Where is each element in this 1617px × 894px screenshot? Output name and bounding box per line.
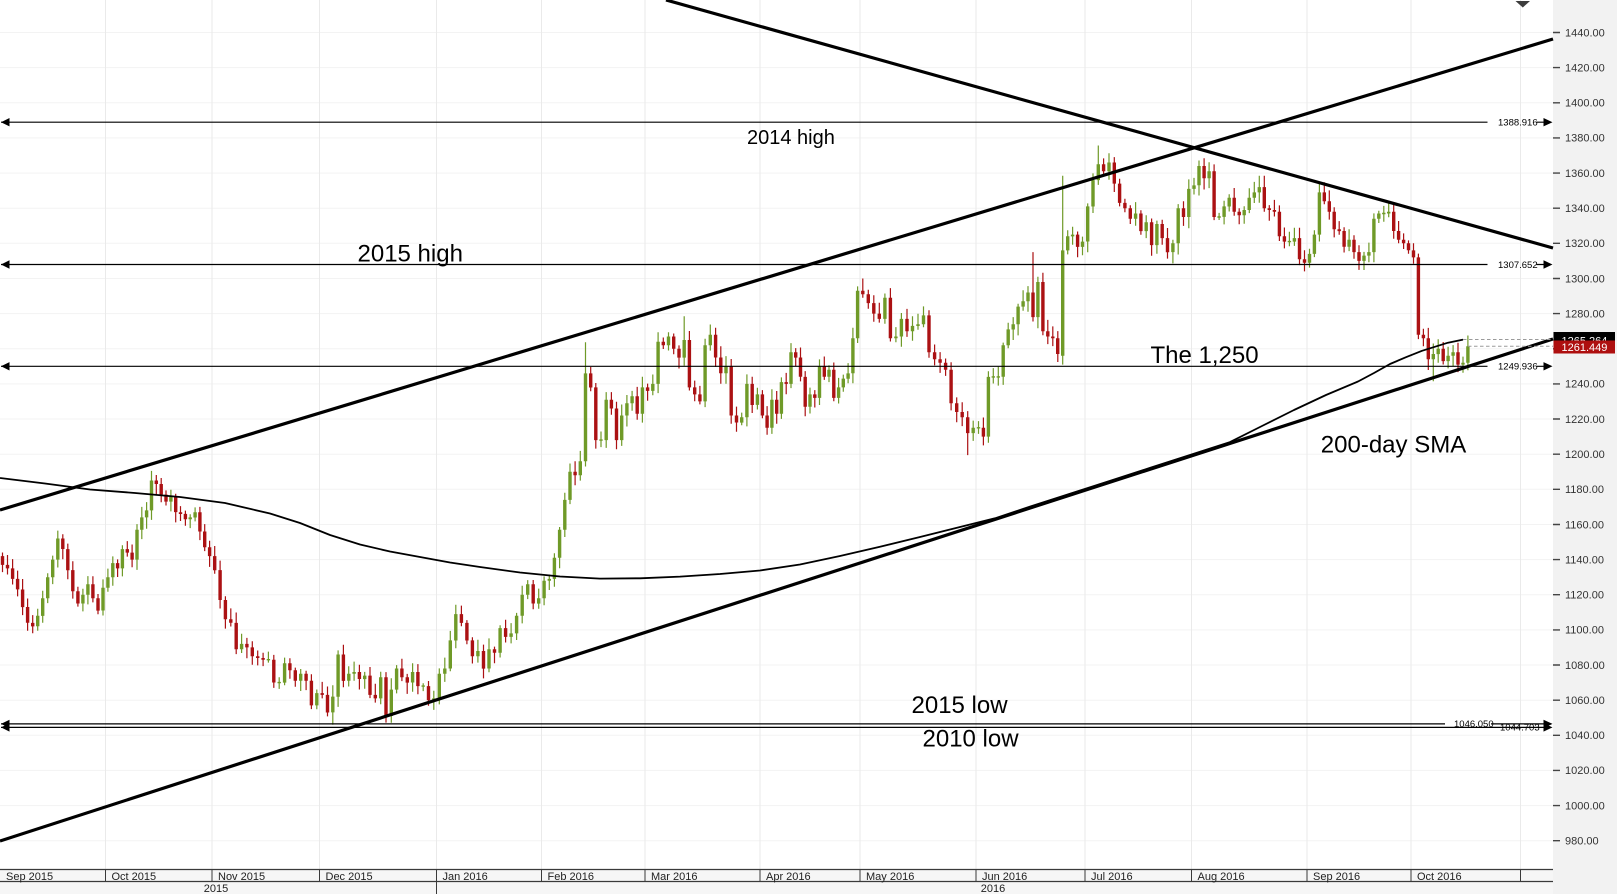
svg-text:1220.00: 1220.00 — [1565, 414, 1605, 426]
svg-text:1320.00: 1320.00 — [1565, 238, 1605, 250]
svg-text:Oct 2016: Oct 2016 — [1417, 871, 1462, 883]
svg-text:1120.00: 1120.00 — [1565, 590, 1604, 602]
svg-text:Dec 2015: Dec 2015 — [326, 871, 373, 883]
svg-text:2014 high: 2014 high — [747, 127, 835, 149]
svg-text:1180.00: 1180.00 — [1565, 484, 1604, 496]
svg-text:The 1,250: The 1,250 — [1151, 342, 1259, 369]
svg-text:2015: 2015 — [204, 883, 228, 894]
svg-text:Apr 2016: Apr 2016 — [766, 871, 811, 883]
svg-text:1388.916: 1388.916 — [1498, 118, 1538, 129]
svg-text:1000.00: 1000.00 — [1565, 800, 1605, 812]
svg-text:1060.00: 1060.00 — [1565, 695, 1605, 707]
svg-text:200-day SMA: 200-day SMA — [1321, 431, 1466, 458]
svg-text:May 2016: May 2016 — [866, 871, 914, 883]
svg-text:Sep 2016: Sep 2016 — [1313, 871, 1360, 883]
svg-text:Mar 2016: Mar 2016 — [651, 871, 697, 883]
svg-text:Feb 2016: Feb 2016 — [548, 871, 594, 883]
svg-text:1360.00: 1360.00 — [1565, 168, 1605, 180]
svg-text:Jan 2016: Jan 2016 — [443, 871, 488, 883]
svg-text:2015 high: 2015 high — [358, 241, 463, 268]
svg-text:1140.00: 1140.00 — [1565, 554, 1604, 566]
svg-text:1307.652: 1307.652 — [1498, 260, 1538, 271]
svg-text:1400.00: 1400.00 — [1565, 98, 1605, 110]
svg-text:2010 low: 2010 low — [923, 726, 1020, 753]
svg-text:1380.00: 1380.00 — [1565, 133, 1605, 145]
svg-text:1240.00: 1240.00 — [1565, 379, 1605, 391]
svg-text:Nov 2015: Nov 2015 — [218, 871, 265, 883]
svg-text:1160.00: 1160.00 — [1565, 519, 1604, 531]
svg-text:Jul 2016: Jul 2016 — [1091, 871, 1133, 883]
svg-text:1440.00: 1440.00 — [1565, 27, 1605, 39]
svg-text:Aug 2016: Aug 2016 — [1198, 871, 1245, 883]
svg-text:1420.00: 1420.00 — [1565, 62, 1605, 74]
svg-text:1046.050: 1046.050 — [1454, 719, 1494, 730]
svg-text:1200.00: 1200.00 — [1565, 449, 1605, 461]
svg-text:1261.449: 1261.449 — [1562, 342, 1608, 354]
svg-text:1300.00: 1300.00 — [1565, 273, 1605, 285]
svg-text:980.00: 980.00 — [1565, 836, 1599, 848]
svg-text:2016: 2016 — [981, 883, 1005, 894]
svg-text:1044.703: 1044.703 — [1500, 723, 1540, 734]
svg-text:Jun 2016: Jun 2016 — [982, 871, 1027, 883]
svg-text:1080.00: 1080.00 — [1565, 660, 1605, 672]
svg-text:Sep 2015: Sep 2015 — [6, 871, 53, 883]
svg-text:2015 low: 2015 low — [912, 692, 1009, 719]
svg-text:Oct 2015: Oct 2015 — [112, 871, 157, 883]
svg-text:1020.00: 1020.00 — [1565, 765, 1605, 777]
svg-text:1040.00: 1040.00 — [1565, 730, 1605, 742]
svg-text:1280.00: 1280.00 — [1565, 308, 1605, 320]
svg-text:1100.00: 1100.00 — [1565, 625, 1604, 637]
svg-text:1340.00: 1340.00 — [1565, 203, 1605, 215]
svg-text:1249.936: 1249.936 — [1498, 362, 1538, 373]
